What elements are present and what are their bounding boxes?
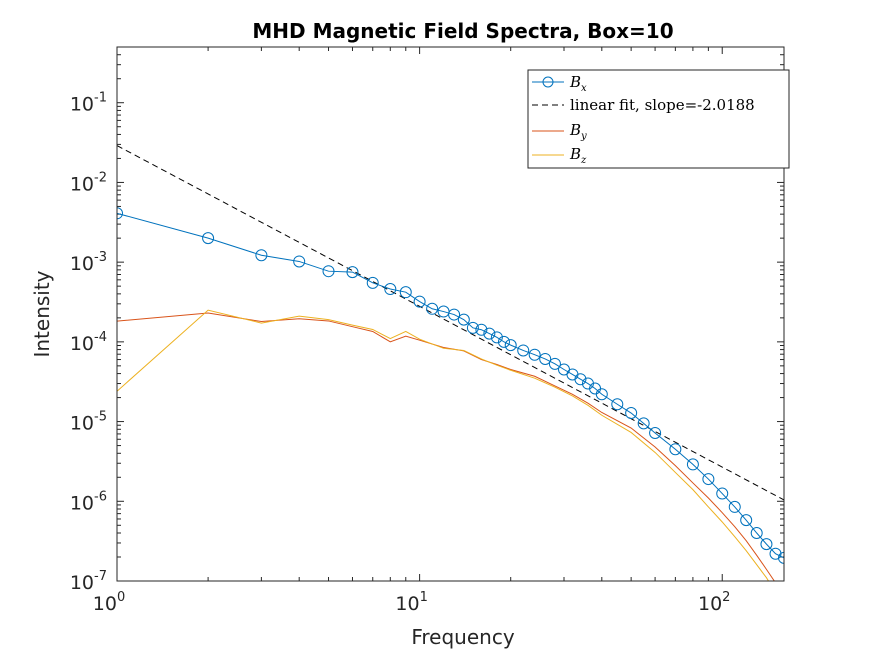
bx-data-point	[740, 514, 753, 527]
bx-data-point	[413, 295, 426, 308]
series-layer	[117, 145, 784, 581]
series-line-1	[117, 145, 784, 501]
bx-data-point	[504, 339, 517, 352]
x-axis-label: Frequency	[411, 625, 514, 649]
legend-label-bx: Bx	[569, 73, 587, 94]
y-axis-label: Intensity	[30, 270, 54, 357]
y-tick-label: 10-7	[70, 569, 107, 594]
series-line-2	[117, 312, 775, 581]
bx-data-point	[366, 276, 379, 289]
chart-title: MHD Magnetic Field Spectra, Box=10	[252, 19, 673, 43]
bx-data-point	[497, 335, 510, 348]
bx-data-point	[669, 443, 682, 456]
y-tick-label: 10-4	[70, 330, 107, 355]
legend-entry-fit: linear fit, slope=-2.0188	[532, 96, 755, 114]
bx-data-point	[686, 458, 699, 471]
legend-label-bz: Bz	[569, 145, 587, 166]
y-tick-label: 10-1	[70, 91, 107, 116]
bx-data-point	[475, 323, 488, 336]
bx-data-point	[716, 487, 729, 500]
bx-data-point	[778, 551, 784, 564]
bx-data-point	[448, 308, 461, 321]
x-tick-label: 100	[93, 590, 125, 615]
bx-data-point	[399, 286, 412, 299]
bx-data-point	[322, 265, 335, 278]
legend-entry-bx: Bx	[532, 73, 587, 94]
legend: Bx linear fit, slope=-2.0188 By Bz	[527, 69, 790, 169]
bx-data-point	[384, 283, 397, 296]
bx-data-point	[637, 417, 650, 430]
bx-data-point	[728, 500, 741, 513]
series-line-3	[117, 309, 770, 581]
bx-data-point	[760, 538, 773, 551]
bx-data-point	[611, 398, 624, 411]
bx-data-point	[457, 313, 470, 326]
bx-data-point	[649, 426, 662, 439]
legend-label-fit: linear fit, slope=-2.0188	[570, 96, 755, 114]
bx-data-point	[548, 357, 561, 370]
bx-data-point	[346, 266, 359, 279]
bx-data-point	[528, 348, 541, 361]
bx-data-point	[517, 344, 530, 357]
bx-data-point	[426, 302, 439, 315]
plot-frame	[116, 46, 785, 582]
y-tick-label: 10-5	[70, 410, 107, 435]
bx-data-point	[117, 207, 123, 220]
y-tick-label: 10-3	[70, 250, 107, 275]
bx-data-point	[466, 321, 479, 334]
legend-label-by: By	[569, 121, 587, 142]
bx-data-point	[490, 331, 503, 344]
x-tick-label: 101	[395, 590, 427, 615]
legend-entry-by: By	[532, 121, 587, 142]
bx-data-point	[625, 407, 638, 420]
legend-entry-bz: Bz	[532, 145, 587, 166]
x-tick-label: 102	[698, 590, 730, 615]
legend-marker-bx	[542, 76, 554, 88]
bx-data-point	[483, 327, 496, 340]
bx-data-point	[702, 473, 715, 486]
bx-data-point	[293, 255, 306, 268]
bx-data-point	[202, 232, 215, 245]
bx-data-point	[750, 527, 763, 540]
legend-box	[527, 69, 790, 169]
bx-data-point	[255, 249, 268, 262]
y-tick-label: 10-2	[70, 170, 107, 195]
y-tick-label: 10-6	[70, 489, 107, 514]
bx-data-point	[539, 352, 552, 365]
bx-data-point	[595, 388, 608, 401]
bx-data-point	[574, 373, 587, 386]
